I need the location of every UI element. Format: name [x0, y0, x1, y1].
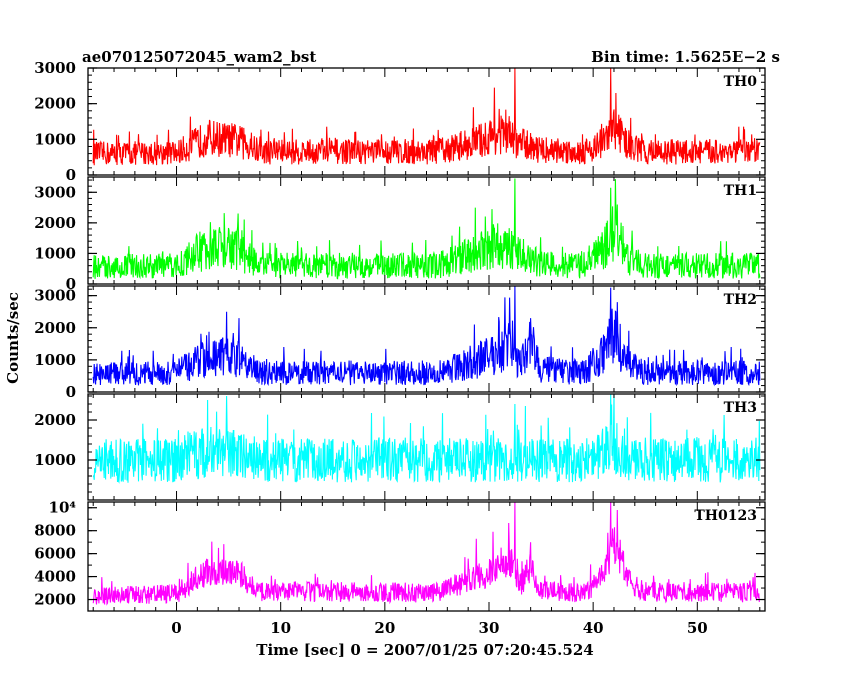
y-tick-label: 1000 [34, 244, 76, 262]
y-tick-label: 2000 [34, 214, 76, 232]
panel-label-th2: TH2 [724, 292, 757, 308]
panel-label-th1: TH1 [724, 183, 757, 199]
y-axis-label: Counts/sec [4, 292, 22, 384]
y-tick-label: 4000 [34, 568, 76, 586]
x-tick-label: 10 [270, 619, 291, 637]
y-tick-label: 8000 [34, 522, 76, 540]
y-tick-label: 3000 [34, 59, 76, 77]
bin-time-label: Bin time: 1.5625E−2 s [591, 48, 780, 66]
panel-th3: 1000 2000 TH3 [34, 393, 766, 501]
x-tick-label: 40 [583, 619, 604, 637]
panel-label-th0123: TH0123 [694, 508, 757, 524]
series-line-th1 [92, 178, 761, 280]
panel-label-th3: TH3 [724, 400, 757, 416]
series-line-th0123 [92, 501, 760, 606]
series-line-th2 [92, 285, 761, 387]
x-tick-label: 30 [479, 619, 500, 637]
x-tick-label: 0 [171, 619, 181, 637]
x-axis-label: Time [sec] 0 = 2007/01/25 07:20:45.524 [256, 641, 593, 659]
y-tick-label: 2000 [34, 319, 76, 337]
panel-label-th0: TH0 [724, 74, 758, 90]
panel-th1: 0 1000 2000 3000 TH1 [34, 176, 766, 293]
y-tick-label: 2000 [34, 411, 76, 429]
y-tick-label: 6000 [34, 545, 76, 563]
x-tick-label: 50 [687, 619, 708, 637]
x-tick-label: 20 [374, 619, 395, 637]
y-tick-label: 3000 [34, 287, 76, 305]
y-tick-label: 0 [66, 275, 76, 293]
panel-th2: 0 1000 2000 3000 TH2 [34, 285, 766, 401]
y-tick-label: 2000 [34, 591, 76, 609]
panel-th0: 0 1000 2000 3000 TH0 [34, 59, 766, 184]
series-line-th3 [92, 393, 761, 484]
y-tick-label: 10⁴ [49, 499, 77, 517]
y-tick-label: 2000 [34, 95, 76, 113]
y-tick-label: 1000 [34, 351, 76, 369]
y-tick-label: 1000 [34, 451, 76, 469]
series-line-th0 [92, 67, 761, 166]
panel-th0123: 2000 4000 6000 8000 10⁴ TH0123 [34, 499, 766, 612]
y-tick-label: 0 [66, 166, 76, 184]
y-tick-label: 0 [66, 383, 76, 401]
y-tick-label: 3000 [34, 183, 76, 201]
y-tick-label: 1000 [34, 130, 76, 148]
chart-title: ae070125072045_wam2_bst [82, 48, 316, 66]
